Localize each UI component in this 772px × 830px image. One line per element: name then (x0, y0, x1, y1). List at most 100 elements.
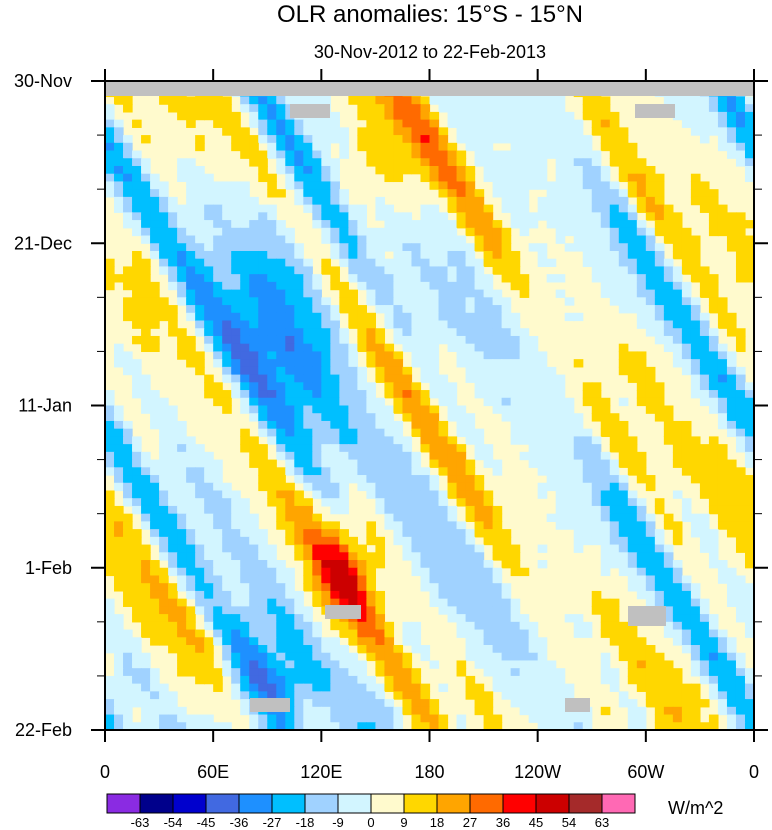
field-cell (240, 127, 250, 136)
field-cell (384, 158, 395, 167)
field-cell (132, 598, 142, 607)
field-cell (627, 575, 638, 584)
field-cell (276, 382, 286, 391)
field-cell (501, 552, 512, 561)
field-cell (150, 668, 160, 677)
field-cell (186, 451, 196, 461)
field-cell (195, 258, 205, 268)
field-cell (168, 706, 178, 716)
field-cell (735, 104, 746, 113)
field-cell (222, 343, 232, 353)
field-cell (321, 196, 331, 206)
field-cell (303, 204, 313, 213)
field-cell (393, 714, 404, 723)
field-cell (168, 714, 178, 723)
field-cell (519, 351, 530, 360)
field-cell (735, 590, 746, 600)
field-cell (591, 413, 602, 422)
field-cell (285, 505, 295, 515)
field-cell (132, 274, 142, 283)
field-cell (105, 536, 115, 546)
field-cell (429, 575, 440, 584)
field-cell (672, 536, 683, 546)
field-cell (618, 652, 629, 662)
field-cell (375, 621, 386, 631)
field-cell (600, 475, 611, 484)
field-cell (366, 560, 377, 569)
field-cell (699, 204, 710, 213)
field-cell (501, 637, 512, 646)
field-cell (555, 104, 566, 113)
field-cell (636, 529, 647, 538)
field-cell (744, 614, 754, 623)
field-cell (339, 289, 349, 298)
field-cell (195, 505, 205, 515)
field-cell (177, 328, 187, 337)
field-cell (303, 668, 313, 677)
field-cell (546, 135, 557, 144)
field-cell (429, 390, 440, 399)
field-cell (222, 482, 232, 492)
field-cell (258, 119, 268, 128)
field-cell (465, 475, 476, 484)
field-cell (177, 467, 187, 476)
field-cell (591, 451, 602, 461)
field-cell (312, 714, 322, 723)
field-cell (537, 165, 548, 175)
field-cell (465, 173, 476, 183)
field-cell (402, 629, 413, 638)
field-cell (744, 683, 754, 692)
field-cell (447, 583, 458, 592)
field-cell (456, 521, 467, 530)
field-cell (267, 552, 277, 561)
field-cell (699, 660, 710, 669)
field-cell (204, 560, 214, 569)
field-cell (654, 505, 665, 515)
field-cell (366, 335, 377, 345)
field-cell (231, 142, 241, 152)
field-cell (618, 567, 629, 577)
field-cell (348, 351, 358, 360)
field-cell (402, 552, 413, 561)
field-cell (672, 320, 683, 329)
field-cell (645, 181, 656, 190)
field-cell (735, 96, 746, 105)
field-cell (141, 513, 151, 522)
field-cell (159, 220, 169, 229)
field-cell (573, 165, 584, 175)
field-cell (600, 459, 611, 468)
field-cell (528, 683, 539, 692)
field-cell (717, 359, 728, 368)
field-cell (546, 127, 557, 136)
field-cell (447, 459, 458, 468)
field-cell (384, 405, 395, 414)
field-cell (474, 482, 485, 492)
field-cell (681, 637, 692, 646)
field-cell (222, 274, 232, 283)
field-cell (483, 328, 494, 337)
field-cell (258, 629, 268, 638)
field-cell (663, 212, 674, 221)
field-cell (501, 366, 512, 376)
field-cell (519, 645, 530, 654)
field-cell (690, 606, 701, 615)
field-cell (249, 521, 259, 530)
field-cell (681, 281, 692, 291)
field-cell (303, 428, 313, 438)
field-cell (429, 420, 440, 430)
field-cell (258, 598, 268, 607)
field-cell (348, 436, 358, 445)
field-cell (438, 305, 449, 314)
field-cell (132, 614, 142, 623)
field-cell (519, 390, 530, 399)
field-cell (528, 397, 539, 407)
field-cell (420, 467, 431, 476)
field-cell (348, 544, 358, 553)
field-cell (492, 266, 503, 275)
field-cell (168, 96, 178, 105)
field-cell (384, 359, 395, 368)
field-cell (492, 374, 503, 383)
field-cell (168, 583, 178, 592)
field-cell (429, 119, 440, 128)
